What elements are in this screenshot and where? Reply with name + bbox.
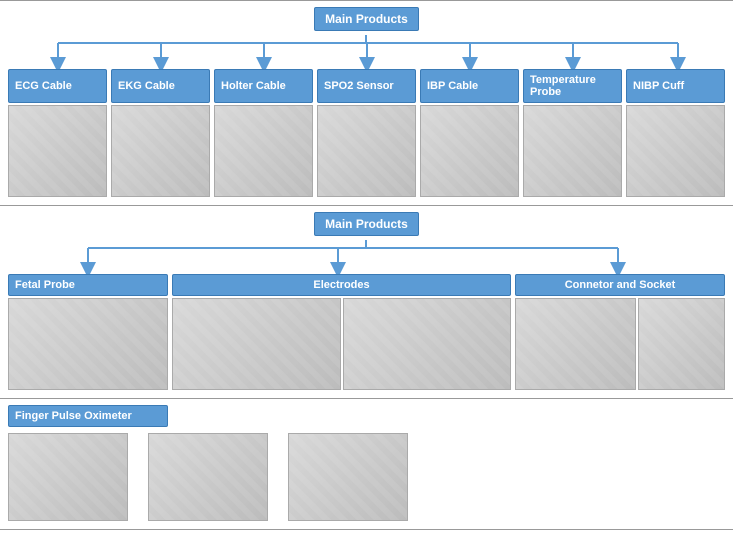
- product-spo2-sensor: SPO2 Sensor: [317, 69, 416, 197]
- product-electrodes: Electrodes: [172, 274, 511, 390]
- product-ekg-cable: EKG Cable: [111, 69, 210, 197]
- image-fetal-probe: [8, 298, 168, 390]
- image-ecg-cable: [8, 105, 107, 197]
- main-products-header-1: Main Products: [314, 7, 419, 31]
- images-electrodes: [172, 298, 511, 390]
- label-electrodes: Electrodes: [172, 274, 511, 296]
- image-temperature-probe: [523, 105, 622, 197]
- tree-connectors-2: [8, 240, 725, 274]
- label-ekg-cable: EKG Cable: [111, 69, 210, 103]
- image-connector-1: [515, 298, 636, 390]
- product-temperature-probe: Temperature Probe: [523, 69, 622, 197]
- image-nibp-cuff: [626, 105, 725, 197]
- product-holter-cable: Holter Cable: [214, 69, 313, 197]
- product-nibp-cuff: NIBP Cuff: [626, 69, 725, 197]
- label-ibp-cable: IBP Cable: [420, 69, 519, 103]
- label-nibp-cuff: NIBP Cuff: [626, 69, 725, 103]
- products-row-1: ECG Cable EKG Cable Holter Cable SPO2 Se…: [8, 69, 725, 197]
- section-finger-pulse-oximeter: Finger Pulse Oximeter: [0, 399, 733, 530]
- image-oximeter-3: [288, 433, 408, 521]
- section-main-products-2: Main Products Fetal Probe Electrodes Con…: [0, 206, 733, 399]
- product-ecg-cable: ECG Cable: [8, 69, 107, 197]
- image-holter-cable: [214, 105, 313, 197]
- label-fetal-probe: Fetal Probe: [8, 274, 168, 296]
- product-connector-socket: Connetor and Socket: [515, 274, 725, 390]
- products-row-2: Fetal Probe Electrodes Connetor and Sock…: [8, 274, 725, 390]
- header-wrap-2: Main Products: [8, 212, 725, 236]
- label-temperature-probe: Temperature Probe: [523, 69, 622, 103]
- main-products-header-2: Main Products: [314, 212, 419, 236]
- image-ibp-cable: [420, 105, 519, 197]
- image-electrodes-2: [343, 298, 512, 390]
- product-ibp-cable: IBP Cable: [420, 69, 519, 197]
- label-spo2-sensor: SPO2 Sensor: [317, 69, 416, 103]
- label-holter-cable: Holter Cable: [214, 69, 313, 103]
- image-oximeter-1: [8, 433, 128, 521]
- images-finger-pulse-oximeter: [8, 433, 725, 521]
- image-ekg-cable: [111, 105, 210, 197]
- label-ecg-cable: ECG Cable: [8, 69, 107, 103]
- product-fetal-probe: Fetal Probe: [8, 274, 168, 390]
- image-connector-2: [638, 298, 725, 390]
- tree-connectors-1: [8, 35, 725, 69]
- image-spo2-sensor: [317, 105, 416, 197]
- images-connector-socket: [515, 298, 725, 390]
- image-oximeter-2: [148, 433, 268, 521]
- label-finger-pulse-oximeter: Finger Pulse Oximeter: [8, 405, 168, 427]
- image-electrodes-1: [172, 298, 341, 390]
- section-main-products-1: Main Products ECG Cable EKG Cable Holt: [0, 0, 733, 206]
- label-connector-socket: Connetor and Socket: [515, 274, 725, 296]
- header-wrap-1: Main Products: [8, 7, 725, 31]
